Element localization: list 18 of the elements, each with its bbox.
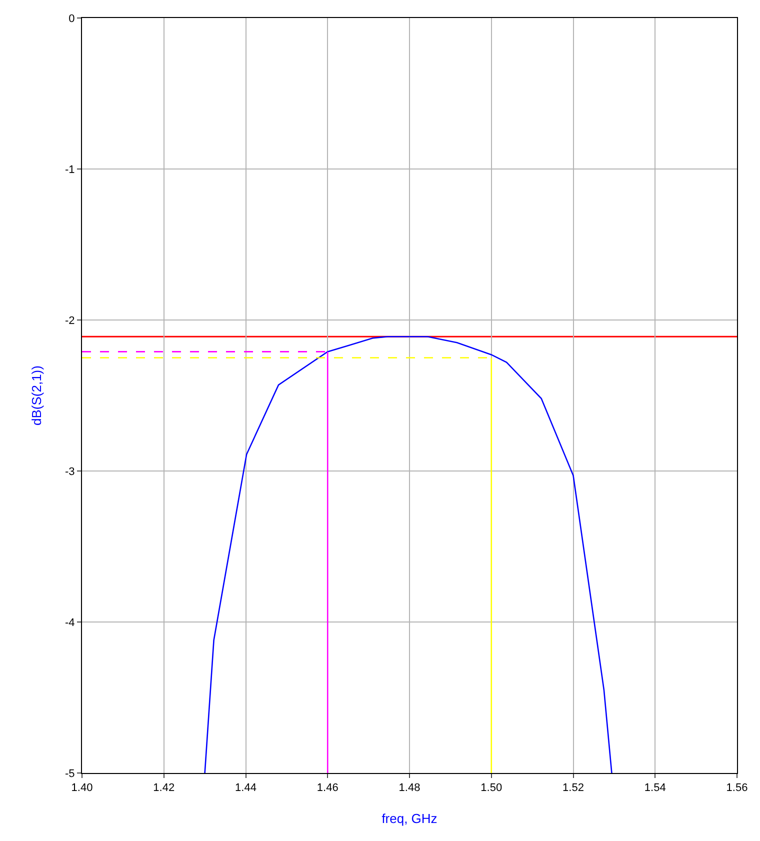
y-tick-label: 0 (68, 12, 75, 25)
y-tick-label: -5 (65, 768, 75, 780)
x-tick-label: 1.52 (562, 782, 584, 794)
x-tick-label: 1.56 (726, 782, 748, 794)
y-tick-label: -4 (65, 616, 75, 629)
x-tick-label: 1.42 (153, 782, 175, 794)
y-axis-title: dB(S(2,1)) (28, 366, 44, 426)
x-tick-label: 1.50 (480, 782, 502, 794)
y-tick-label: -1 (65, 164, 75, 176)
x-tick-label: 1.40 (71, 782, 93, 794)
x-axis-title: freq, GHz (382, 810, 438, 826)
line-series (204, 336, 612, 773)
x-tick-label: 1.54 (644, 782, 666, 794)
y-tick-label: -3 (65, 466, 75, 478)
x-tick-label: 1.46 (316, 782, 338, 794)
x-tick-label: 1.44 (235, 782, 256, 794)
y-tick-label: -2 (65, 314, 75, 327)
x-tick-label: 1.48 (398, 782, 420, 794)
